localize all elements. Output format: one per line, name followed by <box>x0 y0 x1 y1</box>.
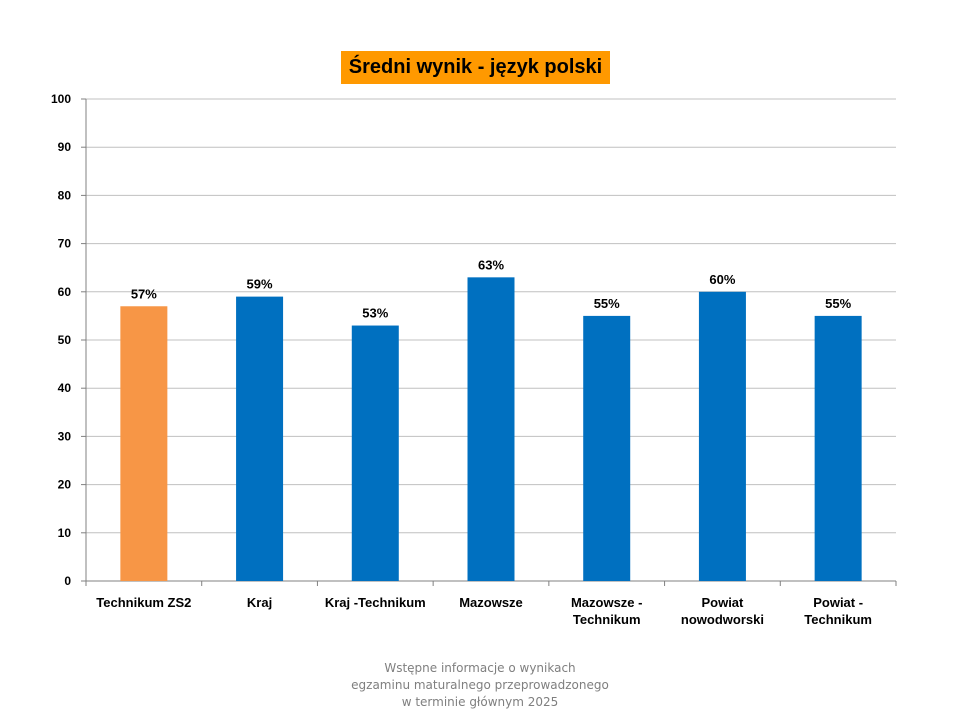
x-category-label: Mazowsze <box>459 595 523 610</box>
data-labels: 57% 59% 53% 63% 55% 60% 55% <box>131 257 852 320</box>
caption-line-1: Wstępne informacje o wynikach <box>384 661 576 675</box>
y-tick-label: 30 <box>58 429 72 443</box>
y-tick-label: 90 <box>58 140 72 154</box>
y-tick-label: 60 <box>58 285 72 299</box>
chart-title: Średni wynik - język polski <box>341 51 610 84</box>
y-tick-label: 100 <box>51 92 71 106</box>
data-label: 59% <box>247 277 273 292</box>
bar <box>814 315 862 581</box>
x-category-label: Kraj <box>247 595 272 610</box>
x-category-labels: Technikum ZS2 Kraj Kraj -Technikum Mazowsze… <box>96 595 872 627</box>
data-label: 53% <box>362 306 388 321</box>
x-category-label: Powiat nowodworski <box>681 595 764 627</box>
bar-chart: 0 10 20 30 40 50 60 70 80 90 100 57% 59% 53% 63% 55% 60… <box>51 92 897 627</box>
data-label: 55% <box>594 296 620 311</box>
bars <box>120 277 862 581</box>
footer-caption: Wstępne informacje o wynikach egzaminu m… <box>280 660 680 711</box>
data-label: 63% <box>478 257 504 272</box>
x-category-label: Powiat -Technikum <box>804 595 872 627</box>
bar <box>120 306 168 581</box>
caption-line-2: egzaminu maturalnego przeprowadzonego <box>351 678 609 692</box>
y-tick-label: 20 <box>58 478 72 492</box>
y-tick-label: 10 <box>58 526 72 540</box>
x-category-label: Technikum ZS2 <box>96 595 191 610</box>
bar <box>236 296 284 581</box>
bar <box>467 277 515 581</box>
x-category-label: Kraj -Technikum <box>325 595 426 610</box>
y-tick-label: 40 <box>58 381 72 395</box>
caption-line-3: w terminie głównym 2025 <box>401 695 559 709</box>
x-category-label: Mazowsze -Technikum <box>571 595 643 627</box>
bar <box>351 325 399 581</box>
data-label: 60% <box>709 272 735 287</box>
y-tick-label: 80 <box>58 188 72 202</box>
y-tick-label: 0 <box>64 574 71 588</box>
y-tick-labels: 0 10 20 30 40 50 60 70 80 90 100 <box>51 92 71 588</box>
bar <box>583 315 631 581</box>
y-tick-label: 50 <box>58 333 72 347</box>
y-tick-label: 70 <box>58 237 72 251</box>
data-label: 55% <box>825 296 851 311</box>
data-label: 57% <box>131 286 157 301</box>
bar <box>698 291 746 581</box>
